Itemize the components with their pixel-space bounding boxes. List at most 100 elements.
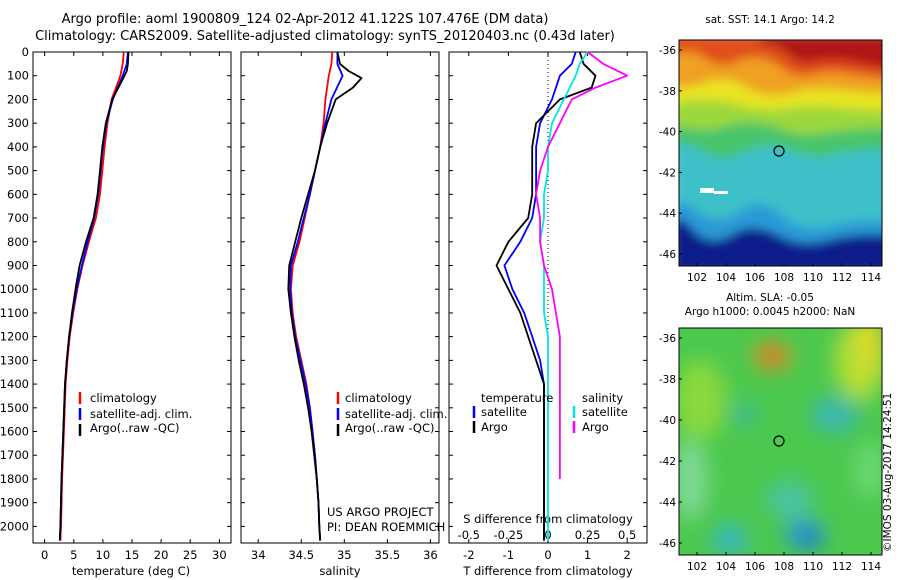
map-y-tick-label: -44 [659, 497, 676, 509]
figure-title-line1: Argo profile: aoml 1900809_124 02-Apr-20… [62, 12, 549, 27]
map-x-tick-label: 112 [832, 561, 852, 573]
map-x-tick-label: 108 [774, 561, 794, 573]
x-tick-label: 35 [337, 548, 352, 562]
sla-map-title-line1: Altim. SLA: -0.05 [726, 292, 814, 304]
x-tick-label: 36 [423, 548, 438, 562]
map-y-tick-label: -46 [659, 249, 676, 261]
map-x-tick-label: 106 [745, 272, 765, 284]
project-credit-line1: US ARGO PROJECT [327, 505, 435, 519]
sst-map-title: sat. SST: 14.1 Argo: 14.2 [705, 14, 835, 26]
sla-map: Altim. SLA: -0.05 Argo h1000: 0.0045 h20… [659, 292, 883, 573]
series-line [58, 51, 130, 541]
y-tick-label: 2000 [0, 519, 29, 533]
x-axis-label: temperature (deg C) [72, 564, 190, 578]
x-tick-label: -1 [503, 548, 514, 562]
x-tick-label: 15 [125, 548, 140, 562]
legend-argo-label: Argo(..raw -QC) [345, 421, 435, 435]
y-tick-label: 1600 [0, 425, 29, 439]
y-tick-label: 500 [7, 164, 29, 178]
x-axis-label: T difference from climatology [462, 564, 633, 578]
map-x-tick-label: 102 [687, 561, 707, 573]
salinity-legend: climatology satellite-adj. clim. Argo(..… [327, 391, 447, 534]
x-tick-label: 34.5 [288, 548, 314, 562]
series-line [539, 51, 589, 541]
imos-credit: ©IMOS 03-Aug-2017 14:24:51 [882, 393, 894, 552]
legend-t-satellite-label: satellite [481, 405, 527, 419]
top-tick-label: 0.5 [618, 528, 636, 542]
argo-float-marker [773, 145, 785, 157]
y-tick-label: 600 [7, 187, 29, 201]
map-x-tick-label: 106 [745, 561, 765, 573]
legend-s-argo-label: Argo [582, 420, 609, 434]
map-x-tick-label: 110 [803, 561, 823, 573]
legend-climatology-label: climatology [345, 391, 412, 405]
map-y-tick-label: -36 [659, 45, 676, 57]
y-tick-label: 1200 [0, 330, 29, 344]
legend-satellite-label: satellite-adj. clim. [90, 407, 192, 421]
map-y-tick-label: -40 [659, 415, 676, 427]
figure-title-line2: Climatology: CARS2009. Satellite-adjuste… [35, 29, 615, 44]
map-y-tick-label: -44 [659, 208, 676, 220]
x-tick-label: 30 [212, 548, 227, 562]
series-line [287, 51, 363, 541]
y-tick-label: 1700 [0, 448, 29, 462]
salinity-panel: 34 34.5 35 35.5 36 salinity [240, 51, 440, 578]
argo-float-marker [773, 435, 785, 447]
y-tick-label: 1900 [0, 496, 29, 510]
map-y-tick-label: -38 [659, 374, 676, 386]
y-tick-label: 300 [7, 116, 29, 130]
map-x-tick-label: 102 [687, 272, 707, 284]
top-tick-label: -0.25 [494, 528, 524, 542]
x-tick-label: 2 [624, 548, 631, 562]
sla-map-title-line2: Argo h1000: 0.0045 h2000: NaN [685, 306, 855, 318]
y-tick-label: 1500 [0, 401, 29, 415]
legend-salinity-title: salinity [582, 391, 623, 405]
series-line [503, 51, 577, 541]
map-x-tick-label: 104 [716, 272, 736, 284]
map-x-tick-label: 110 [803, 272, 823, 284]
map-y-tick-label: -38 [659, 86, 676, 98]
legend-argo-label: Argo(..raw -QC) [90, 421, 180, 435]
top-tick-label: -0.5 [458, 528, 480, 542]
sst-map: sat. SST: 14.1 Argo: 14.2 [659, 14, 883, 284]
legend-climatology-label: climatology [90, 391, 157, 405]
legend-satellite-label: satellite-adj. clim. [345, 407, 447, 421]
map-y-tick-label: -46 [659, 538, 676, 550]
map-y-tick-label: -42 [659, 456, 676, 468]
map-y-tick-label: -36 [659, 333, 676, 345]
map-x-tick-label: 112 [832, 272, 852, 284]
x-tick-label: 20 [154, 548, 169, 562]
series-line [495, 51, 597, 541]
difference-legend: temperature salinity satellite Argo sate… [472, 391, 628, 434]
x-tick-label: 25 [183, 548, 198, 562]
map-x-tick-label: 114 [861, 272, 881, 284]
y-tick-label: 200 [7, 92, 29, 106]
y-tick-label: 800 [7, 235, 29, 249]
map-y-tick-label: -40 [659, 127, 676, 139]
y-tick-label: 1400 [0, 377, 29, 391]
y-tick-label: 900 [7, 258, 29, 272]
series-line [58, 51, 129, 541]
x-tick-label: 1 [584, 548, 591, 562]
map-y-tick-label: -42 [659, 167, 676, 179]
y-tick-label: 1100 [0, 306, 29, 320]
temperature-legend: climatology satellite-adj. clim. Argo(..… [78, 391, 192, 436]
series-line [59, 51, 125, 541]
x-tick-label: 10 [96, 548, 111, 562]
legend-temperature-title: temperature [481, 391, 553, 405]
series-line [535, 51, 629, 479]
legend-s-satellite-label: satellite [582, 405, 628, 419]
y-tick-label: 0 [22, 45, 29, 59]
x-tick-label: 0 [41, 548, 48, 562]
top-tick-label: 0.25 [575, 528, 601, 542]
temperature-panel: 0100200300400500600700800900100011001200… [0, 45, 232, 578]
x-tick-label: 5 [70, 548, 77, 562]
y-tick-label: 100 [7, 69, 29, 83]
map-x-tick-label: 104 [716, 561, 736, 573]
y-tick-label: 400 [7, 140, 29, 154]
x-tick-label: 35.5 [375, 548, 401, 562]
y-tick-label: 1000 [0, 282, 29, 296]
